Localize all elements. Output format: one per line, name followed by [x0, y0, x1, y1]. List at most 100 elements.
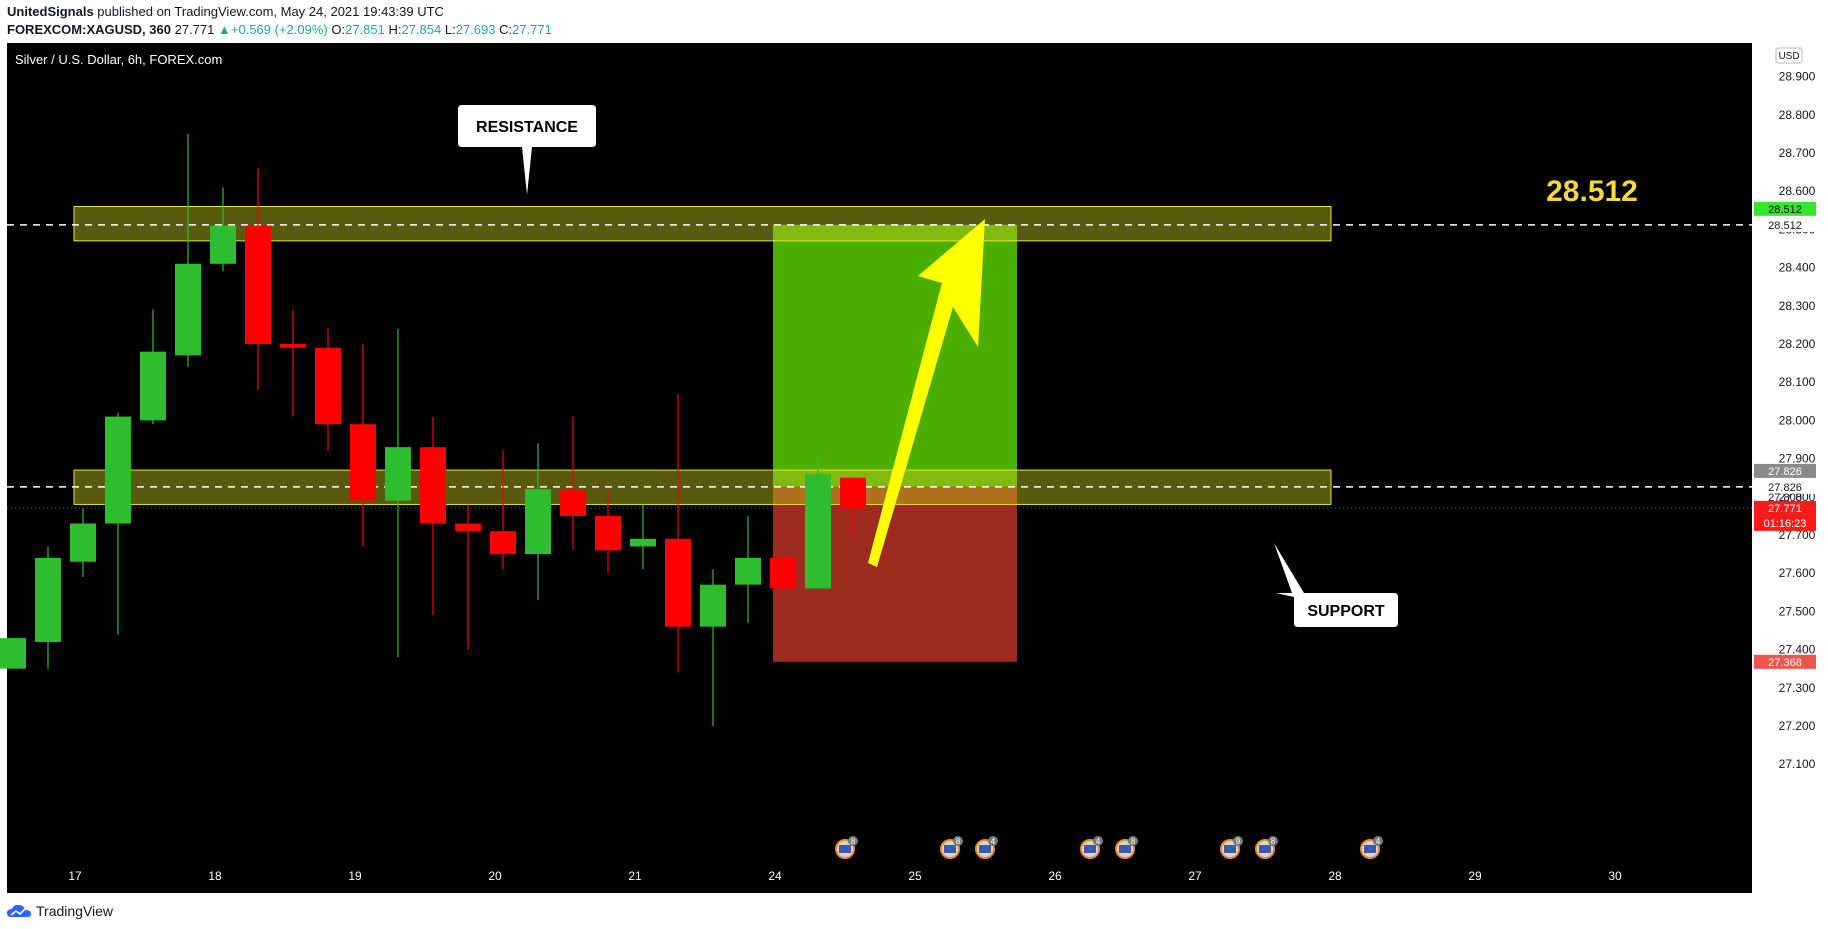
entry-line-badge-bg: [1754, 479, 1816, 494]
entry-line-badge[interactable]: 27.826: [1754, 479, 1816, 494]
candle-body: [140, 351, 166, 421]
support-callout-box: [1274, 543, 1398, 627]
candle-body: [210, 225, 236, 264]
candle[interactable]: [385, 328, 411, 658]
flag-stripe: [1084, 845, 1096, 853]
y-tick-label: 27.200: [1779, 719, 1816, 733]
last-price-badge[interactable]: 27.771 01:16:23: [1754, 500, 1816, 531]
footer: TradingView: [0, 895, 1828, 929]
event-count-badge: [1233, 836, 1243, 846]
publisher-name[interactable]: UnitedSignals: [7, 4, 94, 19]
candle[interactable]: [210, 187, 236, 272]
candle-body: [315, 347, 341, 425]
candle-body: [35, 557, 61, 642]
candle[interactable]: [490, 450, 516, 570]
chart-header: UnitedSignals published on TradingView.c…: [0, 0, 1828, 43]
candle-body: [805, 473, 831, 589]
flag-stripe: [1364, 845, 1376, 853]
candle-body: [455, 523, 481, 532]
publish-info: UnitedSignals published on TradingView.c…: [7, 4, 444, 19]
entry-price-badge[interactable]: 27.826: [1754, 463, 1816, 478]
tradingview-logo[interactable]: TradingView: [6, 903, 113, 919]
candlestick-chart[interactable]: Silver / U.S. Dollar, 6h, FOREX.com RESI…: [0, 43, 1828, 895]
y-tick-label: 28.100: [1779, 375, 1816, 389]
target-line-badge-value: 28.512: [1768, 220, 1802, 232]
economic-event-icon[interactable]: 4: [975, 836, 998, 859]
candle[interactable]: [560, 416, 586, 551]
event-count-badge: [1128, 836, 1138, 846]
candle[interactable]: [630, 504, 656, 570]
candle[interactable]: [770, 557, 796, 589]
candle[interactable]: [280, 309, 306, 417]
open-label: O:: [331, 22, 346, 37]
economic-event-icon[interactable]: 4: [1080, 836, 1103, 859]
candle[interactable]: [140, 309, 166, 425]
x-tick-label: 18: [208, 869, 222, 883]
y-tick-label: 27.400: [1779, 643, 1816, 657]
y-tick-label: 27.300: [1779, 681, 1816, 695]
target-price-badge[interactable]: 28.512: [1754, 201, 1816, 216]
candle[interactable]: [455, 504, 481, 650]
x-tick-label: 21: [628, 869, 642, 883]
event-count-badge: [988, 836, 998, 846]
economic-event-icon[interactable]: 8: [1115, 836, 1138, 859]
y-tick-label: 27.100: [1779, 757, 1816, 771]
support-label: SUPPORT: [1307, 603, 1385, 620]
candle[interactable]: [700, 569, 726, 726]
candle[interactable]: [175, 133, 201, 367]
candle[interactable]: [0, 638, 26, 669]
candle-body: [770, 557, 796, 589]
candle[interactable]: [420, 416, 446, 616]
event-count-badge: [1093, 836, 1103, 846]
up-arrow-icon: ▲: [218, 22, 231, 37]
up-arrow-icon[interactable]: [868, 219, 985, 567]
stop-price-badge[interactable]: 27.368: [1754, 654, 1816, 669]
candle-body: [490, 531, 516, 555]
target-annotation[interactable]: 28.512: [1546, 175, 1638, 208]
low-label: L:: [444, 22, 456, 37]
resistance-label: RESISTANCE: [476, 119, 578, 136]
y-tick-label: 28.300: [1779, 299, 1816, 313]
candle[interactable]: [805, 454, 831, 589]
economic-event-icon[interactable]: 8: [940, 836, 963, 859]
candle[interactable]: [245, 168, 271, 390]
candle[interactable]: [315, 328, 341, 451]
candle[interactable]: [735, 515, 761, 623]
candle-body: [105, 416, 131, 524]
candle[interactable]: [525, 443, 551, 600]
symbol-name[interactable]: FOREXCOM:XAGUSD, 360: [7, 22, 171, 37]
currency-label: USD: [1778, 51, 1799, 62]
y-tick-label: 27.600: [1779, 566, 1816, 580]
candle[interactable]: [35, 546, 61, 669]
candle-body: [700, 584, 726, 627]
x-tick-label: 28: [1328, 869, 1342, 883]
resistance-callout[interactable]: RESISTANCE: [458, 105, 596, 195]
support-callout[interactable]: SUPPORT: [1274, 543, 1398, 627]
y-tick-label: 28.600: [1779, 184, 1816, 198]
economic-event-icon[interactable]: 8: [835, 836, 858, 859]
candle-body: [525, 489, 551, 555]
economic-event-icon[interactable]: 8: [1255, 836, 1278, 859]
economic-event-icon[interactable]: 4: [1360, 836, 1383, 859]
candle[interactable]: [665, 393, 691, 673]
high-value: 27.854: [401, 22, 442, 37]
bar-countdown: 01:16:23: [1764, 518, 1807, 530]
candle[interactable]: [840, 477, 866, 539]
last-price-value: 27.771: [1768, 503, 1802, 515]
target-line-badge[interactable]: 28.512: [1754, 217, 1816, 232]
target-price-badge-bg: [1754, 201, 1816, 216]
economic-event-icon[interactable]: 9: [1220, 836, 1243, 859]
candle[interactable]: [70, 508, 96, 578]
close-value: 27.771: [512, 22, 552, 37]
x-tick-label: 20: [488, 869, 502, 883]
candle[interactable]: [350, 344, 376, 547]
y-tick-label: 28.000: [1779, 413, 1816, 427]
x-tick-label: 29: [1468, 869, 1482, 883]
resistance-zone[interactable]: [73, 205, 1332, 242]
candle[interactable]: [595, 492, 621, 574]
currency-badge[interactable]: [1775, 47, 1803, 64]
entry-price-badge-bg: [1754, 463, 1816, 478]
event-count: 8: [1271, 837, 1276, 846]
last-price: 27.771: [174, 22, 215, 37]
candle[interactable]: [105, 412, 131, 635]
